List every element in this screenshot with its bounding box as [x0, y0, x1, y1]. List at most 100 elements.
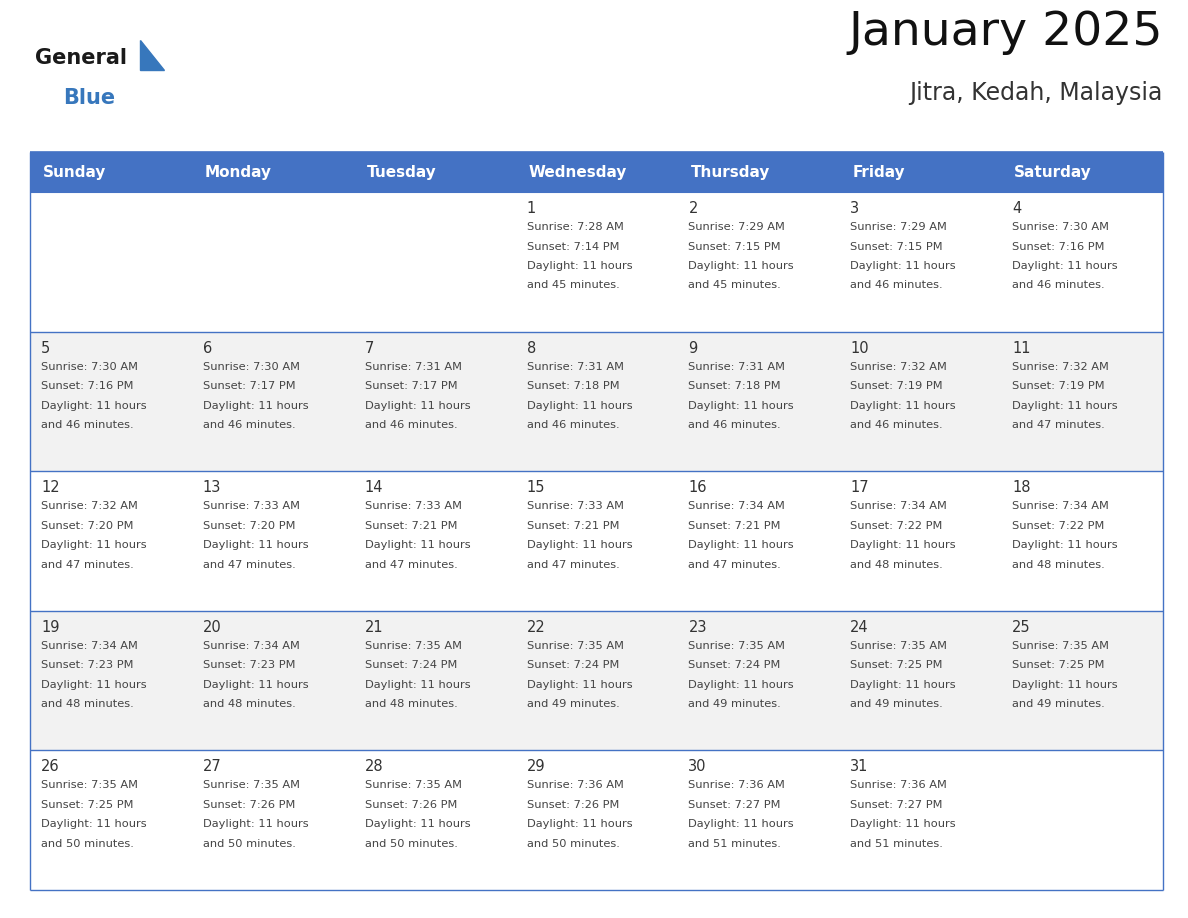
Text: 31: 31 [851, 759, 868, 775]
Text: Sunrise: 7:34 AM: Sunrise: 7:34 AM [851, 501, 947, 511]
Text: Sunrise: 7:30 AM: Sunrise: 7:30 AM [203, 362, 299, 372]
Bar [30, 610, 191, 750]
Bar [839, 192, 1001, 331]
Text: and 46 minutes.: and 46 minutes. [526, 420, 619, 431]
Text: Sunset: 7:18 PM: Sunset: 7:18 PM [526, 381, 619, 391]
Text: Sunrise: 7:29 AM: Sunrise: 7:29 AM [851, 222, 947, 232]
Bar [677, 192, 839, 331]
Text: and 45 minutes.: and 45 minutes. [526, 281, 619, 290]
Text: Sunset: 7:24 PM: Sunset: 7:24 PM [688, 660, 781, 670]
Text: Sunrise: 7:36 AM: Sunrise: 7:36 AM [526, 780, 624, 790]
Text: Daylight: 11 hours: Daylight: 11 hours [688, 820, 794, 829]
Text: and 47 minutes.: and 47 minutes. [203, 560, 296, 570]
Text: Daylight: 11 hours: Daylight: 11 hours [688, 540, 794, 550]
Text: 5: 5 [42, 341, 50, 355]
Bar [839, 152, 1001, 192]
Text: Sunrise: 7:35 AM: Sunrise: 7:35 AM [42, 780, 138, 790]
Text: Daylight: 11 hours: Daylight: 11 hours [851, 400, 956, 410]
Text: Sunset: 7:15 PM: Sunset: 7:15 PM [851, 241, 943, 252]
Bar [354, 152, 516, 192]
Text: Sunset: 7:22 PM: Sunset: 7:22 PM [851, 521, 942, 531]
Text: Daylight: 11 hours: Daylight: 11 hours [42, 540, 146, 550]
Text: 3: 3 [851, 201, 859, 216]
Text: Sunrise: 7:35 AM: Sunrise: 7:35 AM [688, 641, 785, 651]
Text: 23: 23 [688, 620, 707, 635]
Text: Sunrise: 7:31 AM: Sunrise: 7:31 AM [526, 362, 624, 372]
Text: Daylight: 11 hours: Daylight: 11 hours [203, 820, 309, 829]
Text: and 46 minutes.: and 46 minutes. [203, 420, 296, 431]
Text: Daylight: 11 hours: Daylight: 11 hours [526, 820, 632, 829]
Text: Daylight: 11 hours: Daylight: 11 hours [365, 540, 470, 550]
Text: Sunset: 7:27 PM: Sunset: 7:27 PM [688, 800, 781, 810]
Text: 18: 18 [1012, 480, 1031, 495]
Text: Sunrise: 7:35 AM: Sunrise: 7:35 AM [365, 780, 462, 790]
Text: Sunrise: 7:29 AM: Sunrise: 7:29 AM [688, 222, 785, 232]
Text: 28: 28 [365, 759, 384, 775]
Text: 1: 1 [526, 201, 536, 216]
Text: Sunrise: 7:31 AM: Sunrise: 7:31 AM [365, 362, 462, 372]
Text: and 46 minutes.: and 46 minutes. [1012, 281, 1105, 290]
Bar [354, 192, 516, 331]
Bar [191, 331, 354, 471]
Text: and 51 minutes.: and 51 minutes. [688, 839, 782, 849]
Text: and 49 minutes.: and 49 minutes. [851, 700, 943, 710]
Bar [191, 152, 354, 192]
Text: Sunset: 7:19 PM: Sunset: 7:19 PM [851, 381, 943, 391]
Text: and 49 minutes.: and 49 minutes. [526, 700, 619, 710]
Text: Daylight: 11 hours: Daylight: 11 hours [365, 400, 470, 410]
Text: and 47 minutes.: and 47 minutes. [365, 560, 457, 570]
Text: Sunrise: 7:33 AM: Sunrise: 7:33 AM [203, 501, 299, 511]
Text: Sunset: 7:17 PM: Sunset: 7:17 PM [203, 381, 296, 391]
Text: Sunset: 7:17 PM: Sunset: 7:17 PM [365, 381, 457, 391]
Bar [191, 750, 354, 890]
Bar [30, 152, 191, 192]
Text: Sunset: 7:18 PM: Sunset: 7:18 PM [688, 381, 781, 391]
Text: Sunrise: 7:34 AM: Sunrise: 7:34 AM [1012, 501, 1110, 511]
Text: Daylight: 11 hours: Daylight: 11 hours [42, 820, 146, 829]
Text: 29: 29 [526, 759, 545, 775]
Text: Friday: Friday [852, 164, 905, 180]
Text: Sunrise: 7:34 AM: Sunrise: 7:34 AM [688, 501, 785, 511]
Text: 7: 7 [365, 341, 374, 355]
Text: Daylight: 11 hours: Daylight: 11 hours [851, 540, 956, 550]
Text: Daylight: 11 hours: Daylight: 11 hours [1012, 680, 1118, 689]
Text: Sunrise: 7:30 AM: Sunrise: 7:30 AM [42, 362, 138, 372]
Bar [1001, 471, 1163, 610]
Text: Wednesday: Wednesday [529, 164, 627, 180]
Text: 6: 6 [203, 341, 213, 355]
Text: Tuesday: Tuesday [367, 164, 436, 180]
Text: Daylight: 11 hours: Daylight: 11 hours [851, 820, 956, 829]
Text: Sunday: Sunday [43, 164, 107, 180]
Text: and 50 minutes.: and 50 minutes. [365, 839, 457, 849]
Bar [354, 610, 516, 750]
Bar [1001, 192, 1163, 331]
Text: Daylight: 11 hours: Daylight: 11 hours [1012, 261, 1118, 271]
Text: Sunset: 7:14 PM: Sunset: 7:14 PM [526, 241, 619, 252]
Text: Sunset: 7:26 PM: Sunset: 7:26 PM [526, 800, 619, 810]
Text: Daylight: 11 hours: Daylight: 11 hours [203, 680, 309, 689]
Text: and 46 minutes.: and 46 minutes. [42, 420, 133, 431]
Bar [1001, 610, 1163, 750]
Text: Sunrise: 7:28 AM: Sunrise: 7:28 AM [526, 222, 624, 232]
Text: Daylight: 11 hours: Daylight: 11 hours [526, 261, 632, 271]
Bar [516, 152, 677, 192]
Text: and 48 minutes.: and 48 minutes. [851, 560, 943, 570]
Bar [839, 331, 1001, 471]
Text: 30: 30 [688, 759, 707, 775]
Bar [30, 750, 191, 890]
Text: Blue: Blue [63, 88, 115, 108]
Text: Sunset: 7:21 PM: Sunset: 7:21 PM [526, 521, 619, 531]
Text: and 51 minutes.: and 51 minutes. [851, 839, 943, 849]
Text: Sunrise: 7:34 AM: Sunrise: 7:34 AM [42, 641, 138, 651]
Text: Sunset: 7:16 PM: Sunset: 7:16 PM [42, 381, 133, 391]
Text: Sunset: 7:21 PM: Sunset: 7:21 PM [688, 521, 781, 531]
Text: 2: 2 [688, 201, 697, 216]
Bar [354, 471, 516, 610]
Text: 25: 25 [1012, 620, 1031, 635]
Bar [1001, 331, 1163, 471]
Bar [839, 471, 1001, 610]
Text: 20: 20 [203, 620, 222, 635]
Bar [839, 750, 1001, 890]
Text: Sunset: 7:25 PM: Sunset: 7:25 PM [1012, 660, 1105, 670]
Text: and 50 minutes.: and 50 minutes. [203, 839, 296, 849]
